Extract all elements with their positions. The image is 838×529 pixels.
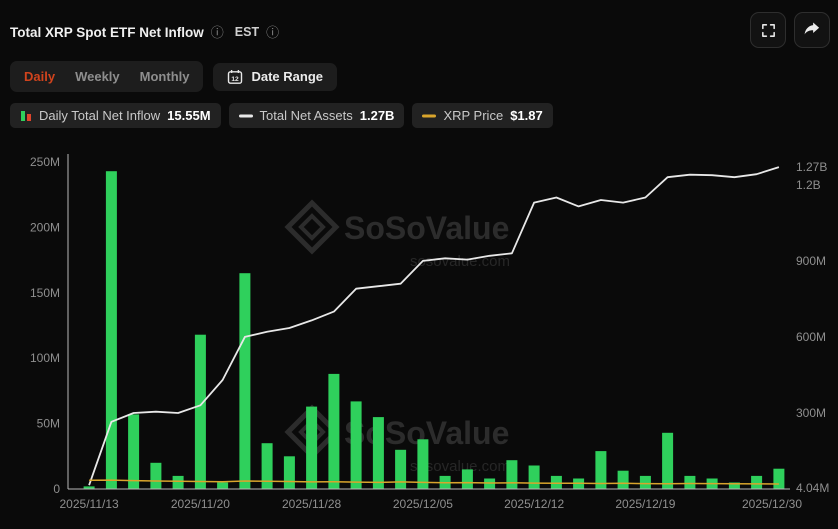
x-axis-tick: 2025/12/19 — [615, 497, 675, 511]
legend-item-total-net-assets[interactable]: Total Net Assets 1.27B — [228, 103, 405, 128]
line-swatch-icon — [238, 114, 253, 117]
legend-label: Total Net Assets — [259, 108, 353, 123]
legend-label: XRP Price — [443, 108, 504, 123]
bar — [283, 456, 295, 489]
tab-monthly[interactable]: Monthly — [130, 64, 200, 89]
x-axis-tick: 2025/12/30 — [742, 497, 802, 511]
bar — [372, 417, 384, 489]
legend-item-xrp-price[interactable]: XRP Price $1.87 — [412, 103, 553, 128]
period-tab-group: Daily Weekly Monthly — [10, 61, 204, 92]
svg-text:sosovalue.com: sosovalue.com — [410, 458, 510, 475]
x-axis-tick: 2025/12/12 — [504, 497, 564, 511]
svg-text:SoSoValue: SoSoValue — [344, 210, 509, 246]
candlestick-icon — [21, 110, 31, 121]
right-axis-tick: 600M — [796, 330, 826, 344]
bar — [172, 475, 184, 489]
left-axis-tick: 100M — [30, 351, 60, 365]
page-title: Total XRP Spot ETF Net Inflow — [10, 24, 204, 40]
tab-daily[interactable]: Daily — [14, 64, 65, 89]
fullscreen-button[interactable] — [750, 12, 786, 48]
bar — [261, 443, 273, 489]
x-axis-tick: 2025/11/28 — [282, 497, 341, 511]
bar — [506, 460, 518, 489]
right-axis-tick: 1.27B — [796, 160, 827, 174]
bar — [751, 475, 763, 489]
chart-canvas[interactable]: SoSoValuesosovalue.comSoSoValuesosovalue… — [0, 132, 838, 521]
tab-weekly[interactable]: Weekly — [65, 64, 130, 89]
right-axis-tick: 1.2B — [796, 178, 821, 192]
line-swatch-icon — [422, 114, 437, 117]
bar — [328, 373, 340, 489]
right-axis-tick: 4.04M — [796, 481, 829, 495]
left-axis-tick: 200M — [30, 220, 60, 234]
left-axis-tick: 50M — [37, 417, 60, 431]
bar — [239, 273, 251, 489]
bar — [417, 439, 429, 489]
header-actions — [750, 12, 830, 48]
svg-text:12: 12 — [232, 76, 240, 83]
left-axis-tick: 0 — [53, 482, 60, 496]
legend: Daily Total Net Inflow 15.55M Total Net … — [0, 103, 838, 128]
bar — [105, 171, 117, 489]
bar — [728, 482, 740, 489]
header: Total XRP Spot ETF Net Inflow ⓘ EST ⓘ — [0, 0, 838, 48]
bar — [350, 401, 362, 489]
bar — [83, 486, 95, 489]
bar — [128, 414, 140, 489]
legend-item-daily-net-inflow[interactable]: Daily Total Net Inflow 15.55M — [10, 103, 221, 128]
bar — [528, 465, 540, 489]
title-info-icon[interactable]: ⓘ — [210, 24, 224, 40]
bar — [461, 469, 473, 489]
x-axis-tick: 2025/11/20 — [171, 497, 230, 511]
xrp-price-line — [89, 479, 779, 485]
bar — [395, 449, 407, 489]
date-range-label: Date Range — [251, 69, 324, 84]
bar — [773, 468, 785, 489]
right-axis-tick: 300M — [796, 406, 826, 420]
net-assets-line — [88, 166, 780, 486]
legend-value: $1.87 — [510, 108, 543, 123]
timezone-label[interactable]: EST — [234, 25, 260, 39]
bar — [150, 462, 162, 489]
share-icon — [804, 22, 820, 35]
bar — [550, 475, 562, 489]
x-axis-tick: 2025/11/13 — [60, 497, 119, 511]
share-button[interactable] — [794, 12, 830, 48]
bar — [306, 406, 318, 489]
fullscreen-icon — [761, 23, 775, 37]
legend-label: Daily Total Net Inflow — [39, 108, 161, 123]
left-axis-tick: 150M — [30, 286, 60, 300]
left-axis-tick: 250M — [30, 155, 60, 169]
right-axis-tick: 900M — [796, 254, 826, 268]
legend-value: 15.55M — [167, 108, 211, 123]
bar — [617, 470, 629, 489]
date-range-button[interactable]: 12 Date Range — [213, 62, 338, 91]
bar — [662, 432, 674, 489]
calendar-icon: 12 — [228, 69, 243, 84]
x-axis-tick: 2025/12/05 — [393, 497, 453, 511]
bar — [595, 451, 607, 489]
toolbar: Daily Weekly Monthly 12 Date Range — [0, 61, 838, 92]
bar — [217, 482, 229, 489]
inflow-bars-series — [83, 171, 785, 489]
timezone-info-icon[interactable]: ⓘ — [266, 24, 280, 40]
bar — [639, 475, 651, 489]
bar — [194, 334, 206, 489]
bar — [684, 475, 696, 489]
legend-value: 1.27B — [359, 108, 395, 123]
